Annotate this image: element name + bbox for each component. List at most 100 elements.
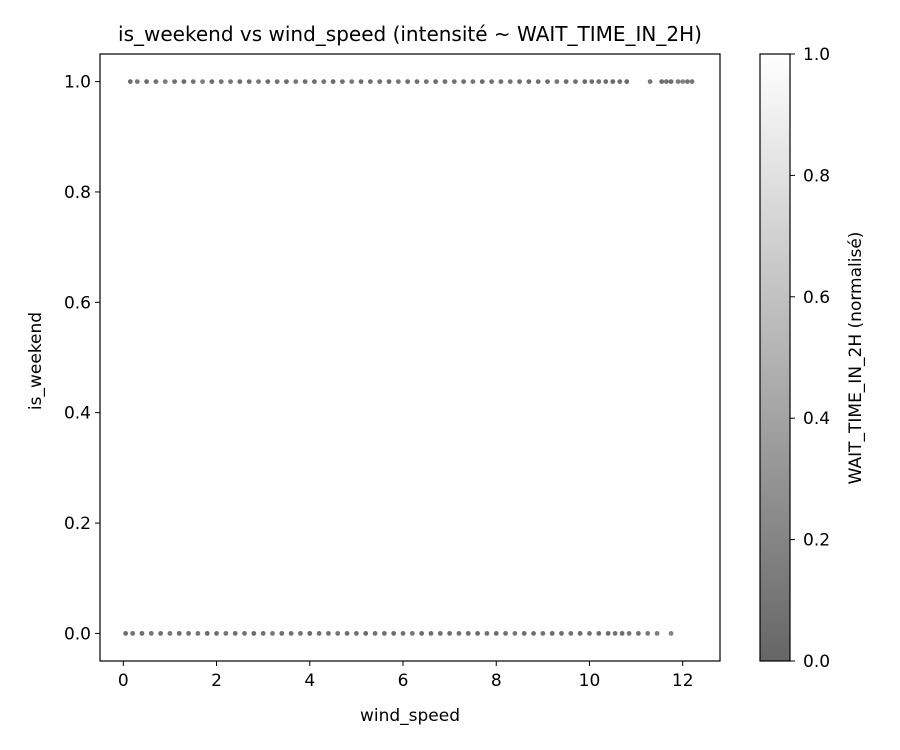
scatter-point xyxy=(256,79,261,84)
y-axis-ticks: 0.0 0.2 0.4 0.6 0.8 1.0 xyxy=(64,73,100,644)
y-tick-label: 0.6 xyxy=(64,293,91,313)
scatter-point xyxy=(617,79,623,84)
scatter-point xyxy=(517,79,522,84)
x-tick-label: 6 xyxy=(398,671,409,691)
scatter-point xyxy=(293,79,299,84)
scatter-point xyxy=(340,79,345,84)
scatter-point xyxy=(689,79,695,84)
scatter-point xyxy=(419,631,425,636)
chart-title: is_weekend vs wind_speed (intensité ~ WA… xyxy=(118,22,702,46)
scatter-point xyxy=(162,79,168,84)
scatter-point xyxy=(127,79,133,84)
scatter-point xyxy=(307,631,313,636)
scatter-point xyxy=(465,631,471,636)
scatter-point xyxy=(228,79,233,84)
scatter-point xyxy=(130,631,136,636)
scatter-point xyxy=(526,79,532,84)
scatter-point xyxy=(437,631,443,636)
scatter-point xyxy=(312,79,317,84)
scatter-point xyxy=(288,631,294,636)
scatter-point xyxy=(232,631,238,636)
scatter-point xyxy=(195,631,201,636)
scatter-point xyxy=(144,79,150,84)
colorbar-tick-label: 1.0 xyxy=(803,45,830,65)
y-tick-label: 0.2 xyxy=(64,514,91,534)
scatter-point xyxy=(223,631,229,636)
colorbar-tick-label: 0.0 xyxy=(803,652,830,672)
scatter-point xyxy=(447,631,453,636)
scatter-point xyxy=(349,79,355,84)
x-tick-label: 12 xyxy=(672,671,694,691)
scatter-point xyxy=(559,631,564,636)
scatter-point xyxy=(237,79,243,84)
scatter-point xyxy=(624,79,630,84)
scatter-point xyxy=(675,79,681,84)
scatter-point xyxy=(274,79,280,84)
scatter-point xyxy=(475,631,480,636)
scatter-point xyxy=(531,631,536,636)
scatter-point xyxy=(451,79,457,84)
scatter-point xyxy=(610,79,616,84)
scatter-point xyxy=(654,631,660,636)
scatter-point xyxy=(123,631,129,636)
scatter-point xyxy=(372,631,378,636)
scatter-point xyxy=(270,631,275,636)
scatter-point xyxy=(545,79,550,84)
y-tick-label: 1.0 xyxy=(64,73,91,93)
scatter-point xyxy=(549,631,555,636)
scatter-point xyxy=(582,79,588,84)
scatter-point xyxy=(153,79,159,84)
scatter-point xyxy=(190,79,196,84)
y-tick-label: 0.4 xyxy=(64,404,91,424)
scatter-point xyxy=(489,79,494,84)
scatter-point xyxy=(573,79,578,84)
x-tick-label: 4 xyxy=(304,671,315,691)
scatter-point xyxy=(181,79,187,84)
x-axis-ticks: 0 2 4 6 8 10 12 xyxy=(118,661,694,691)
scatter-point xyxy=(134,79,140,84)
colorbar-tick-label: 0.4 xyxy=(803,409,830,429)
scatter-point xyxy=(484,631,490,636)
scatter-point xyxy=(684,79,690,84)
scatter-point xyxy=(209,79,215,84)
scatter-point xyxy=(330,79,336,84)
scatter-point xyxy=(612,631,618,636)
scatter-points xyxy=(123,79,695,636)
scatter-point xyxy=(605,631,611,636)
scatter-point xyxy=(298,631,303,636)
y-tick-label: 0.8 xyxy=(64,183,91,203)
scatter-point xyxy=(589,79,595,84)
scatter-point xyxy=(626,631,632,636)
plot-frame xyxy=(99,53,721,662)
scatter-point xyxy=(405,79,411,84)
scatter-point xyxy=(423,79,429,84)
colorbar xyxy=(759,53,791,662)
scatter-point xyxy=(204,631,210,636)
scatter-point xyxy=(680,79,686,84)
colorbar-tick-label: 0.6 xyxy=(803,288,830,308)
scatter-point xyxy=(316,631,322,636)
y-axis-label: is_weekend xyxy=(26,312,46,410)
scatter-point xyxy=(353,631,359,636)
scatter-point xyxy=(186,631,191,636)
scatter-point xyxy=(367,79,373,84)
scatter-point xyxy=(521,631,527,636)
scatter-point xyxy=(200,79,205,84)
scatter-point xyxy=(242,631,247,636)
x-tick-label: 8 xyxy=(491,671,502,691)
scatter-point xyxy=(167,631,173,636)
scatter-point xyxy=(158,631,164,636)
scatter-point xyxy=(659,79,665,84)
scatter-point xyxy=(279,631,285,636)
scatter-point xyxy=(260,631,266,636)
scatter-point xyxy=(507,79,513,84)
scatter-point xyxy=(568,631,574,636)
x-tick-label: 10 xyxy=(579,671,601,691)
scatter-point xyxy=(493,631,499,636)
scatter-point xyxy=(503,631,508,636)
scatter-point xyxy=(603,79,609,84)
scatter-point xyxy=(479,79,485,84)
colorbar-ticks: 0.0 0.2 0.4 0.6 0.8 1.0 xyxy=(790,45,830,672)
scatter-point xyxy=(596,79,602,84)
